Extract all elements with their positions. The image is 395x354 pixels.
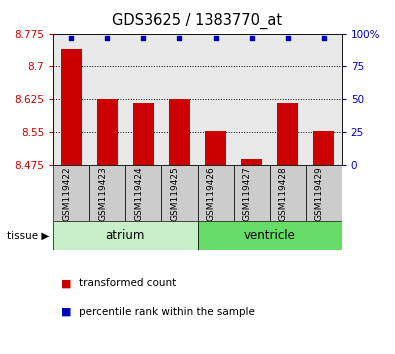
Text: atrium: atrium: [106, 229, 145, 242]
Bar: [198, 221, 342, 250]
Bar: [53, 165, 89, 221]
Text: ■: ■: [61, 307, 72, 316]
Bar: [306, 165, 342, 221]
Bar: [198, 165, 233, 221]
Text: GSM119422: GSM119422: [62, 166, 71, 221]
Bar: [241, 159, 262, 165]
Text: ventricle: ventricle: [244, 229, 295, 242]
Bar: [169, 99, 190, 165]
Bar: [133, 103, 154, 165]
Text: transformed count: transformed count: [79, 278, 176, 288]
Text: GSM119428: GSM119428: [278, 166, 288, 221]
Bar: [126, 34, 162, 165]
Bar: [97, 99, 118, 165]
Text: GSM119423: GSM119423: [98, 166, 107, 221]
Point: [104, 35, 111, 40]
Text: GSM119427: GSM119427: [243, 166, 252, 221]
Text: tissue ▶: tissue ▶: [7, 230, 49, 240]
Bar: [233, 165, 270, 221]
Point: [140, 35, 147, 40]
Text: GSM119424: GSM119424: [134, 166, 143, 221]
Bar: [89, 165, 126, 221]
Bar: [270, 34, 306, 165]
Point: [320, 35, 327, 40]
Text: percentile rank within the sample: percentile rank within the sample: [79, 307, 255, 316]
Bar: [277, 103, 299, 165]
Text: GSM119429: GSM119429: [315, 166, 324, 221]
Text: GDS3625 / 1383770_at: GDS3625 / 1383770_at: [113, 12, 282, 29]
Bar: [162, 165, 198, 221]
Bar: [270, 165, 306, 221]
Point: [248, 35, 255, 40]
Bar: [126, 165, 162, 221]
Bar: [53, 34, 89, 165]
Point: [68, 35, 75, 40]
Text: GSM119425: GSM119425: [171, 166, 179, 221]
Bar: [53, 221, 198, 250]
Point: [213, 35, 219, 40]
Text: GSM119426: GSM119426: [207, 166, 216, 221]
Text: ■: ■: [61, 278, 72, 288]
Bar: [233, 34, 270, 165]
Bar: [306, 34, 342, 165]
Bar: [198, 34, 233, 165]
Bar: [313, 131, 335, 165]
Bar: [205, 131, 226, 165]
Point: [284, 35, 291, 40]
Bar: [162, 34, 198, 165]
Bar: [60, 49, 82, 165]
Bar: [89, 34, 126, 165]
Point: [176, 35, 182, 40]
